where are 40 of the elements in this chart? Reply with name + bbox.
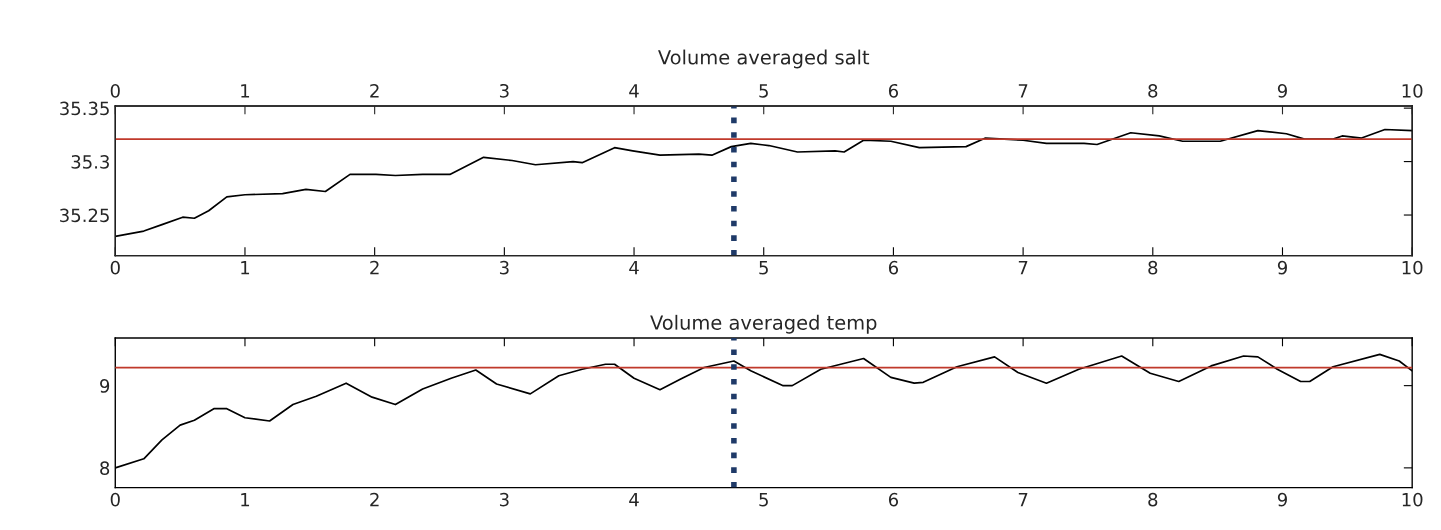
x2-tick-label: 9 <box>1277 83 1287 98</box>
x2-tick-label: 4 <box>629 84 639 98</box>
x-tick-label: 4 <box>629 261 639 275</box>
x-tick-label: 0 <box>110 492 120 507</box>
x-tick-label: 3 <box>499 260 509 275</box>
x-tick-label: 9 <box>1277 492 1287 507</box>
x-tick-label: 0 <box>110 260 120 275</box>
x-tick-label: 8 <box>1148 260 1158 275</box>
x2-tick-label: 5 <box>759 84 768 98</box>
x-tick-label: 2 <box>370 260 379 275</box>
y-tick-label: 8 <box>100 461 110 475</box>
x-tick-label: 8 <box>1148 492 1158 507</box>
x2-tick-label: 7 <box>1018 84 1028 98</box>
x-tick-label: 7 <box>1018 261 1028 275</box>
x-tick-label: 2 <box>370 492 379 507</box>
y-tick-label: 9 <box>100 379 110 393</box>
x-tick-label: 4 <box>629 493 639 507</box>
x-tick-label: 6 <box>888 492 899 507</box>
chart-title: Volume averaged salt <box>658 49 870 69</box>
x2-tick-label: 6 <box>888 83 899 98</box>
x2-tick-label: 1 <box>241 84 250 98</box>
x-tick-label: 7 <box>1018 493 1028 507</box>
x2-tick-label: 8 <box>1148 83 1158 98</box>
x-tick-label: 3 <box>499 492 509 507</box>
x-tick-label: 5 <box>759 261 768 275</box>
x2-tick-label: 3 <box>499 83 509 98</box>
y-tick-label: 35.35 <box>60 101 109 116</box>
x-tick-label: 9 <box>1277 260 1287 275</box>
y-tick-label: 35.3 <box>71 155 109 169</box>
y-tick-label: 35.25 <box>60 208 109 223</box>
x-tick-label: 10 <box>1402 260 1423 275</box>
x-tick-label: 5 <box>759 493 768 507</box>
x-tick-label: 6 <box>888 260 899 275</box>
x2-tick-label: 0 <box>110 83 120 98</box>
x2-tick-label: 2 <box>370 83 379 98</box>
x-tick-label: 10 <box>1402 492 1423 507</box>
chart-title: Volume averaged temp <box>650 314 877 334</box>
x2-tick-label: 10 <box>1402 83 1423 98</box>
x-tick-label: 1 <box>241 261 250 275</box>
x-tick-label: 1 <box>241 493 250 507</box>
